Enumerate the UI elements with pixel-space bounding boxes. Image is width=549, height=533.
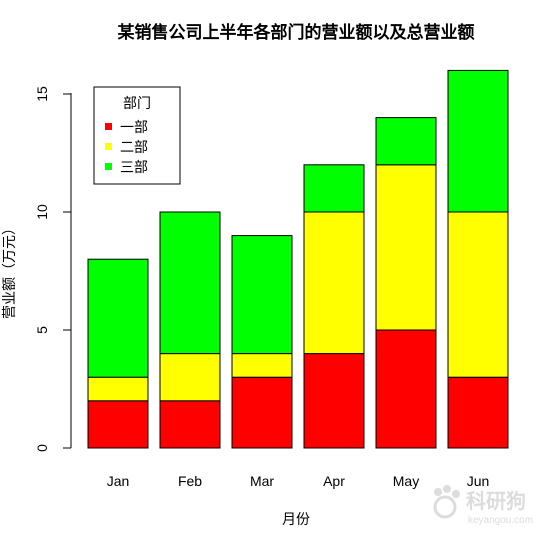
- legend-label: 二部: [120, 140, 148, 156]
- x-axis-label: 月份: [282, 512, 310, 528]
- watermark-url: keyangou.com: [468, 515, 533, 526]
- x-tick-label: Jan: [107, 473, 130, 489]
- bar-segment-mar-series-1: [231, 376, 293, 449]
- bar-segment-mar-series-2: [231, 353, 293, 378]
- bar-segment-jun-series-1: [447, 376, 509, 449]
- legend-title: 部门: [123, 96, 151, 112]
- y-axis: 0 5 10 15: [34, 86, 72, 452]
- bar-segment-jun-series-2: [447, 211, 509, 378]
- chart-title: 某销售公司上半年各部门的营业额以及总营业额: [118, 22, 475, 43]
- x-tick-label: Feb: [178, 473, 202, 489]
- bar-segment-apr-series-1: [303, 353, 365, 449]
- bar-segment-jan-series-2: [87, 376, 149, 402]
- bar-segment-jan-series-3: [87, 258, 149, 378]
- x-tick-label: Apr: [323, 473, 345, 489]
- y-tick-label: 10: [34, 204, 50, 220]
- bar-segment-may-series-1: [375, 329, 437, 449]
- bar-segment-may-series-2: [375, 164, 437, 331]
- legend-label: 三部: [120, 160, 148, 176]
- watermark-text: 科研狗: [466, 489, 526, 513]
- y-tick-label: 0: [34, 444, 50, 452]
- bar-segment-may-series-3: [375, 117, 437, 166]
- x-tick-label: Mar: [250, 473, 274, 489]
- bar-segment-jun-series-3: [447, 69, 509, 213]
- bars-group: [87, 69, 509, 449]
- x-tick-label: Jun: [467, 473, 490, 489]
- bar-segment-feb-series-1: [159, 400, 221, 449]
- y-tick-label: 5: [34, 326, 50, 334]
- bar-segment-mar-series-3: [231, 235, 293, 355]
- paw-icon: [433, 485, 460, 519]
- x-tick-labels: Jan Feb Mar Apr May Jun: [107, 473, 490, 489]
- legend-swatch: [105, 143, 112, 150]
- legend-swatch: [105, 123, 112, 130]
- x-tick-label: May: [393, 473, 419, 489]
- legend-swatch: [105, 163, 112, 170]
- legend-label: 一部: [120, 120, 148, 136]
- y-axis-label: 营业额（万元）: [2, 221, 18, 319]
- bar-segment-apr-series-3: [303, 164, 365, 213]
- bar-segment-jan-series-1: [87, 400, 149, 449]
- watermark: 科研狗 keyangou.com: [433, 485, 533, 526]
- y-tick-label: 15: [34, 86, 50, 102]
- bar-segment-apr-series-2: [303, 211, 365, 355]
- bar-segment-feb-series-3: [159, 211, 221, 355]
- bar-segment-feb-series-2: [159, 353, 221, 402]
